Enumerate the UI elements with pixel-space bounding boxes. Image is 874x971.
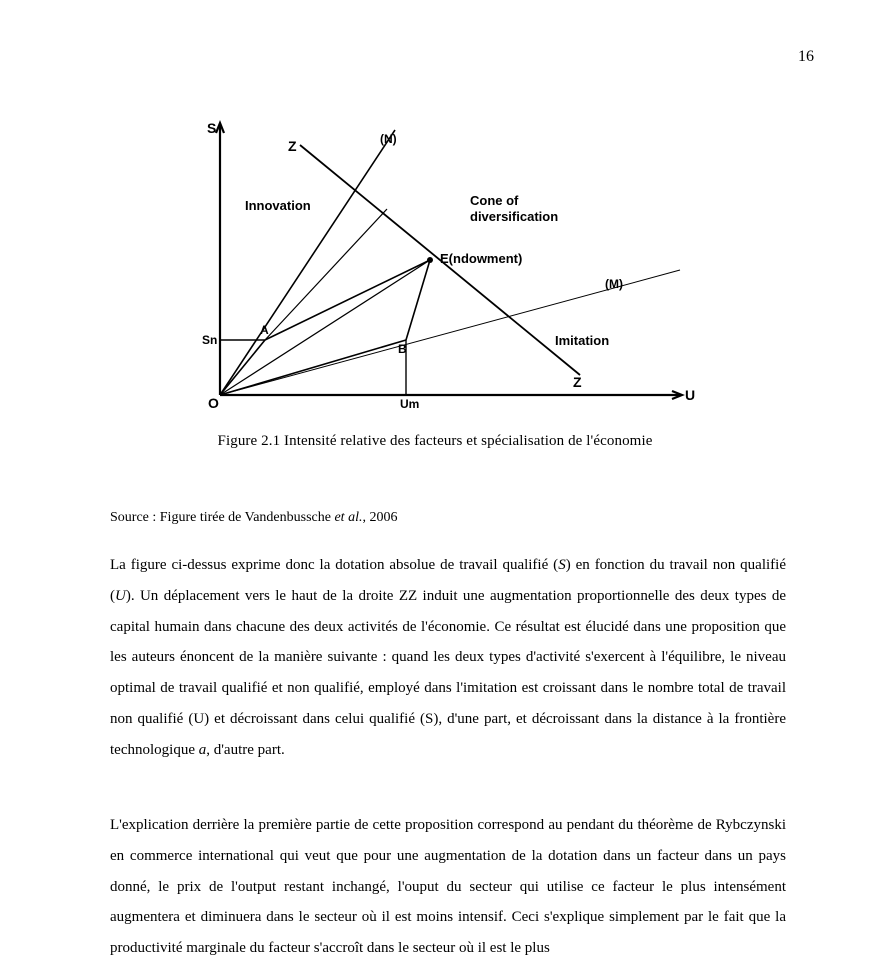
page-number: 16 [798, 48, 814, 66]
figure-2-1: S U O Z Z (N) (M) Innovation Cone of div… [135, 115, 735, 450]
edge-upper-par [265, 209, 387, 340]
label-n: (N) [380, 132, 397, 146]
label-b: B [398, 342, 407, 356]
edge-ae [265, 260, 430, 340]
source-etal: et al. [334, 510, 362, 525]
p1-c: ). Un déplacement vers le haut de la dro… [110, 588, 786, 758]
p1-d: , d'autre part. [206, 742, 285, 758]
label-cone: Cone of [470, 193, 519, 208]
label-u: U [685, 387, 695, 403]
source-prefix: Source : Figure tirée de Vandenbussche [110, 510, 334, 525]
point-e [427, 257, 433, 263]
edge-eb [406, 260, 430, 340]
p1-s: S [558, 557, 566, 573]
label-z-bottom: Z [573, 374, 582, 390]
source-line: Source : Figure tirée de Vandenbussche e… [110, 510, 780, 526]
edge-oa [220, 340, 265, 395]
label-a: A [260, 323, 269, 337]
label-um: Um [400, 397, 419, 411]
page: 16 [0, 0, 874, 971]
figure-diagram: S U O Z Z (N) (M) Innovation Cone of div… [160, 115, 710, 415]
source-suffix: , 2006 [362, 510, 397, 525]
label-innovation: Innovation [245, 198, 311, 213]
label-diversification: diversification [470, 209, 558, 224]
line-oe [220, 260, 430, 395]
ray-n [220, 130, 395, 395]
label-z-top: Z [288, 138, 297, 154]
label-imitation: Imitation [555, 333, 609, 348]
paragraph-2: L'explication derrière la première parti… [110, 810, 786, 964]
label-s: S [207, 120, 216, 136]
label-endowment: E(ndowment) [440, 251, 522, 266]
figure-caption: Figure 2.1 Intensité relative des facteu… [135, 433, 735, 450]
p1-u: U [115, 588, 126, 604]
label-o: O [208, 395, 219, 411]
edge-ob [220, 340, 406, 395]
paragraph-1: La figure ci-dessus exprime donc la dota… [110, 550, 786, 765]
label-m: (M) [605, 277, 623, 291]
p1-a: La figure ci-dessus exprime donc la dota… [110, 557, 558, 573]
label-sn: Sn [202, 333, 217, 347]
